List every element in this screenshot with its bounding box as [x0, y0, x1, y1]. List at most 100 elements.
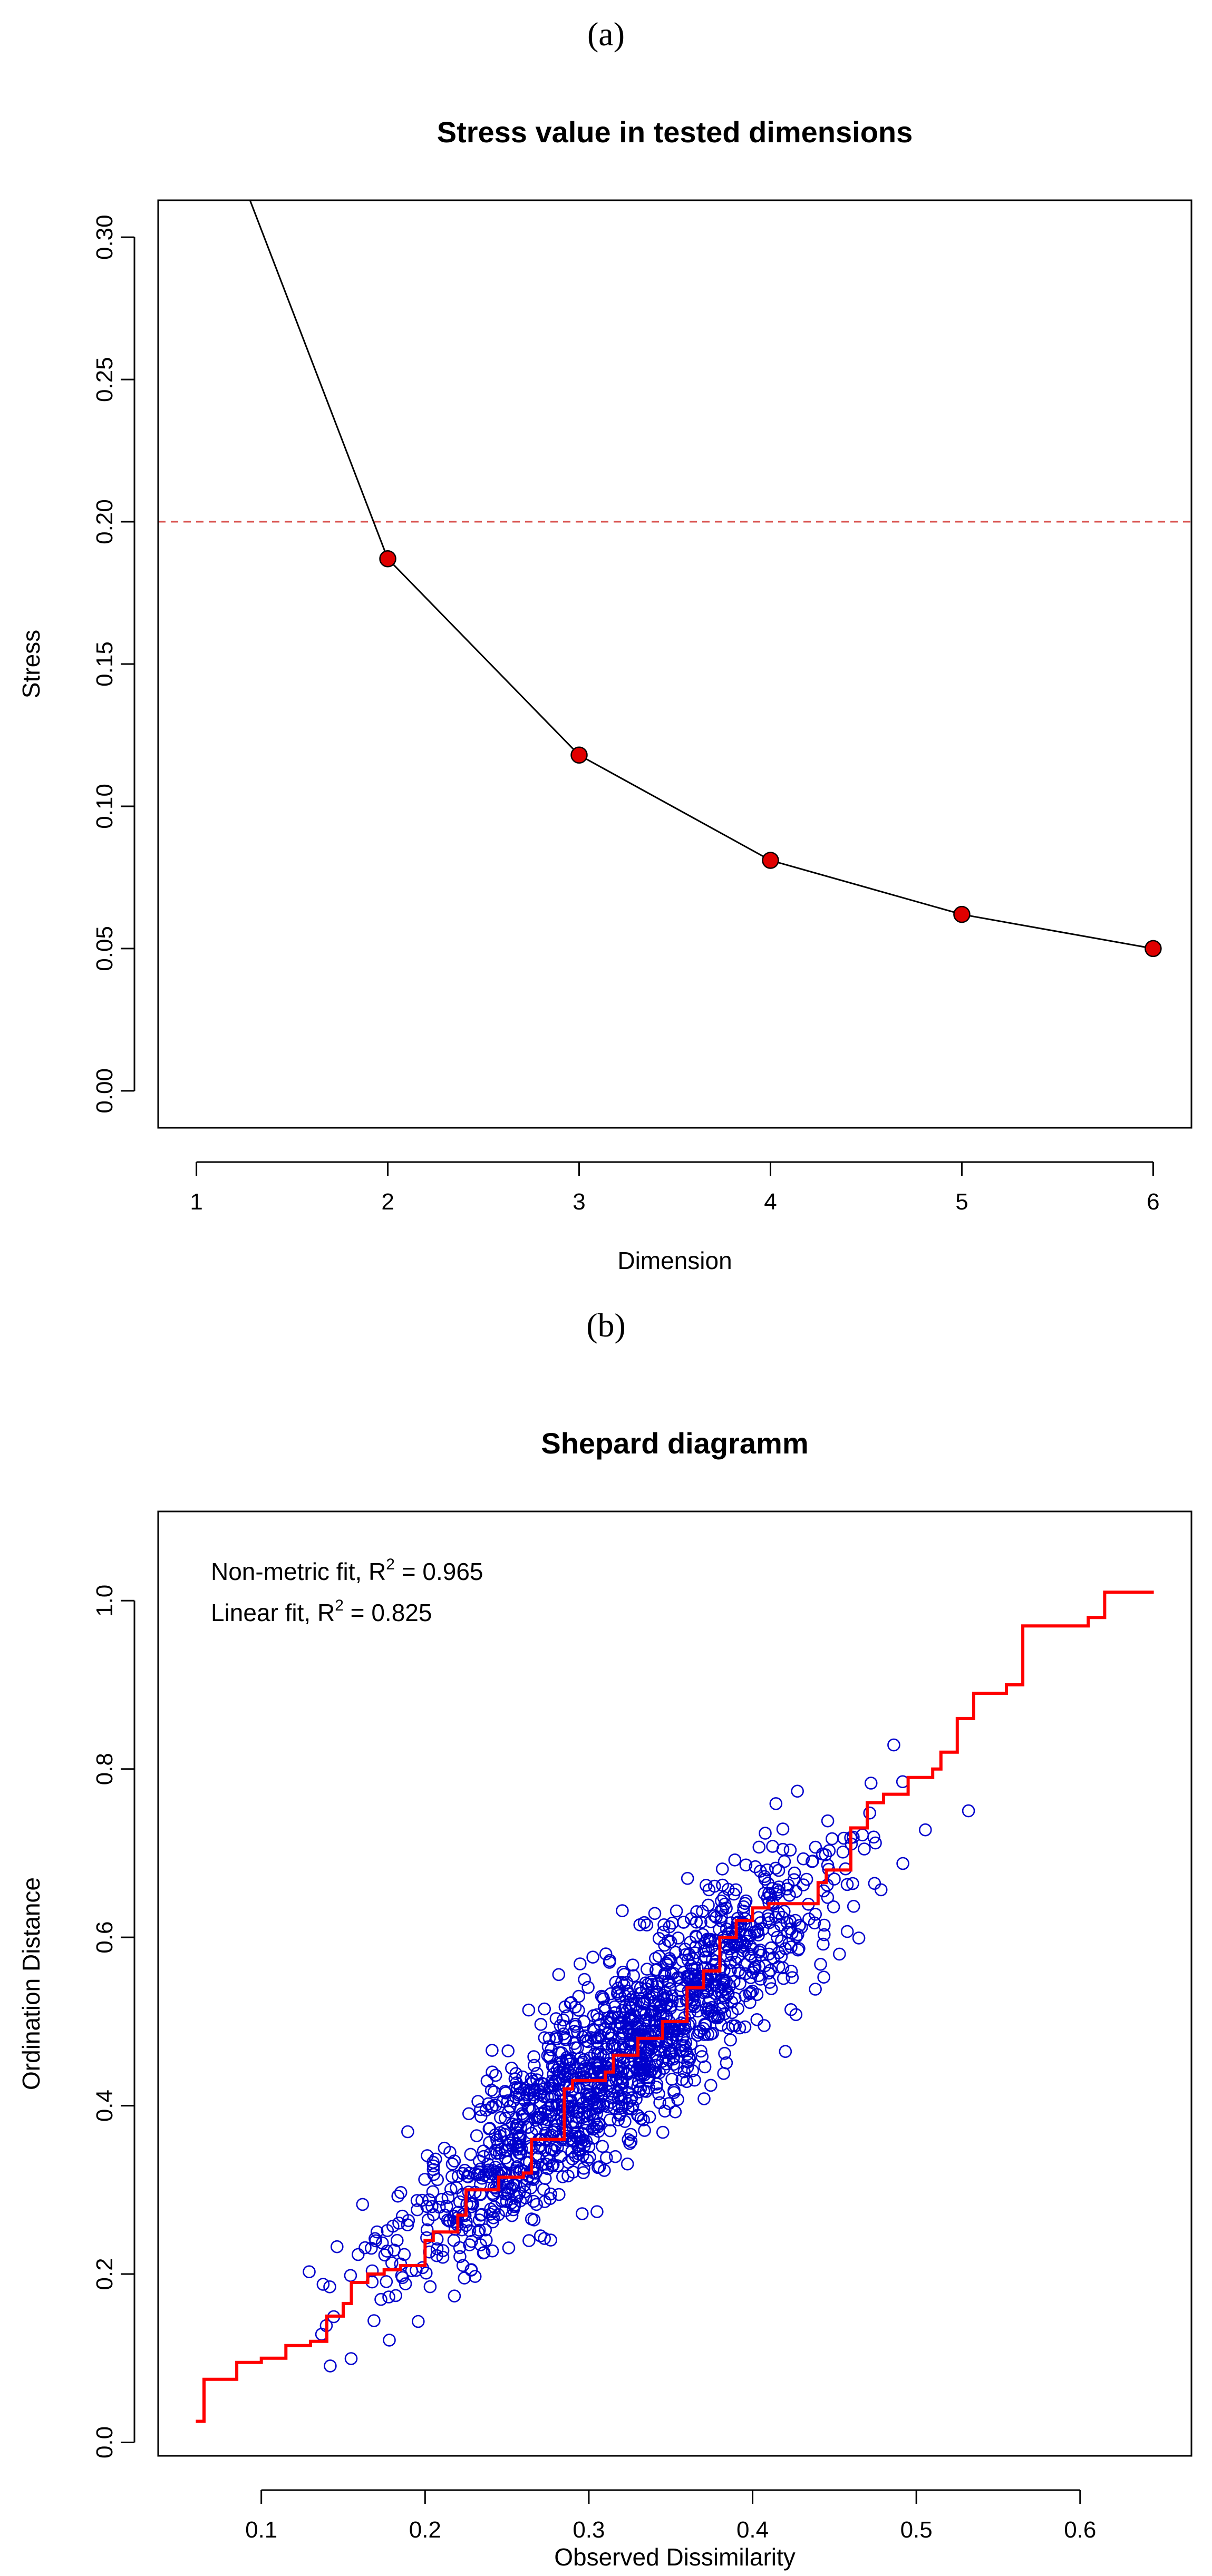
scatter-point — [652, 2087, 665, 2101]
scatter-point — [522, 2003, 536, 2017]
scatter-point — [776, 1822, 790, 1836]
scatter-point — [697, 2022, 710, 2035]
scatter-point — [468, 2270, 482, 2283]
scatter-point — [718, 2047, 731, 2060]
scatter-point — [653, 2096, 666, 2110]
scatter-point — [502, 2186, 516, 2200]
scatter-point — [919, 1823, 932, 1837]
y-tick-label: 0.25 — [92, 357, 118, 402]
scatter-point — [479, 2233, 493, 2247]
scatter-point — [743, 1996, 757, 2009]
scatter-point — [700, 1967, 713, 1981]
scatter-point — [775, 1934, 788, 1947]
scatter-point — [552, 2076, 566, 2090]
scatter-point — [370, 2225, 384, 2239]
scatter-point — [477, 2246, 490, 2260]
scatter-point — [762, 1912, 775, 1926]
scatter-point — [665, 2046, 678, 2060]
scatter-point — [613, 2089, 626, 2102]
scatter-point — [698, 2060, 712, 2074]
scatter-point — [626, 1958, 639, 1972]
scatter-point — [715, 1862, 729, 1876]
scatter-point — [477, 2144, 490, 2158]
scatter-point — [419, 2266, 433, 2280]
scatter-point — [675, 2073, 689, 2086]
scatter-point — [772, 1880, 786, 1894]
scatter-point — [778, 1905, 791, 1918]
scatter-point — [527, 2173, 540, 2186]
scatter-point — [638, 1995, 651, 2009]
scatter-point — [567, 2134, 581, 2148]
scatter-point — [652, 2004, 665, 2018]
scatter-point — [715, 2018, 728, 2032]
scatter-point — [608, 2000, 622, 2014]
scatter-point — [788, 1866, 801, 1880]
scatter-point — [714, 1985, 728, 1998]
scatter-point — [578, 2029, 592, 2043]
scatter-point — [394, 2186, 408, 2199]
scatter-point — [809, 1908, 822, 1921]
scatter-point — [767, 1951, 780, 1965]
scatter-point — [555, 2094, 569, 2108]
scatter-point — [597, 1992, 610, 2006]
scatter-point — [477, 2150, 490, 2163]
scatter-point — [688, 1963, 701, 1976]
scatter-point — [538, 2232, 551, 2245]
scatter-point — [532, 2088, 546, 2101]
data-point-2 — [379, 550, 396, 568]
scatter-point — [630, 2017, 643, 2031]
scatter-point — [620, 2004, 634, 2018]
scatter-point — [624, 1993, 637, 2006]
x-tick-label: 0.5 — [900, 2517, 933, 2543]
scatter-point — [502, 2241, 516, 2255]
scatter-point — [887, 1738, 900, 1752]
scatter-point — [563, 2066, 577, 2080]
scatter-point — [458, 2163, 471, 2177]
scatter-point — [544, 2187, 557, 2201]
scatter-point — [577, 2166, 590, 2179]
scatter-point — [461, 2170, 475, 2183]
scatter-point — [569, 2149, 582, 2163]
scatter-point — [367, 2314, 381, 2327]
scatter-point — [622, 2133, 635, 2146]
scatter-point — [486, 2065, 499, 2079]
scatter-point — [550, 2032, 563, 2045]
scatter-point — [681, 1872, 694, 1885]
scatter-point — [524, 2181, 538, 2194]
scatter-point — [621, 2085, 634, 2099]
scatter-point — [708, 1879, 721, 1893]
scatter-point — [758, 1872, 772, 1886]
scatter-point — [487, 2211, 500, 2224]
scatter-point — [381, 2224, 394, 2237]
scatter-point — [580, 2153, 594, 2167]
scatter-point — [714, 1914, 728, 1927]
x-tick-label: 6 — [1147, 1189, 1159, 1215]
scatter-point — [778, 1855, 791, 1868]
scatter-point — [465, 2235, 478, 2248]
x-tick-label: 2 — [381, 1189, 394, 1215]
scatter-point — [547, 2061, 560, 2074]
scatter-point — [640, 1918, 654, 1931]
scatter-point — [507, 2203, 520, 2217]
scatter-point — [752, 1945, 766, 1959]
scatter-point — [840, 1925, 854, 1938]
scatter-point — [558, 2031, 571, 2045]
scatter-point — [738, 2020, 752, 2034]
scatter-point — [819, 1848, 832, 1861]
scatter-point — [716, 1978, 730, 1992]
scatter-point — [772, 1906, 786, 1920]
scatter-point — [316, 2278, 330, 2291]
scatter-point — [598, 2023, 612, 2036]
scatter-point — [639, 1976, 652, 1989]
scatter-point — [732, 1964, 745, 1977]
scatter-point — [583, 2096, 596, 2109]
scatter-point — [638, 2013, 652, 2027]
y-axis-label: Stress — [17, 630, 45, 698]
scatter-point — [749, 1860, 762, 1874]
scatter-point — [648, 1907, 662, 1920]
scatter-point — [543, 2050, 556, 2063]
scatter-point — [729, 1883, 743, 1897]
scatter-point — [759, 1827, 772, 1840]
y-axis-label: Ordination Distance — [17, 1877, 45, 2090]
scatter-point — [542, 2032, 556, 2045]
